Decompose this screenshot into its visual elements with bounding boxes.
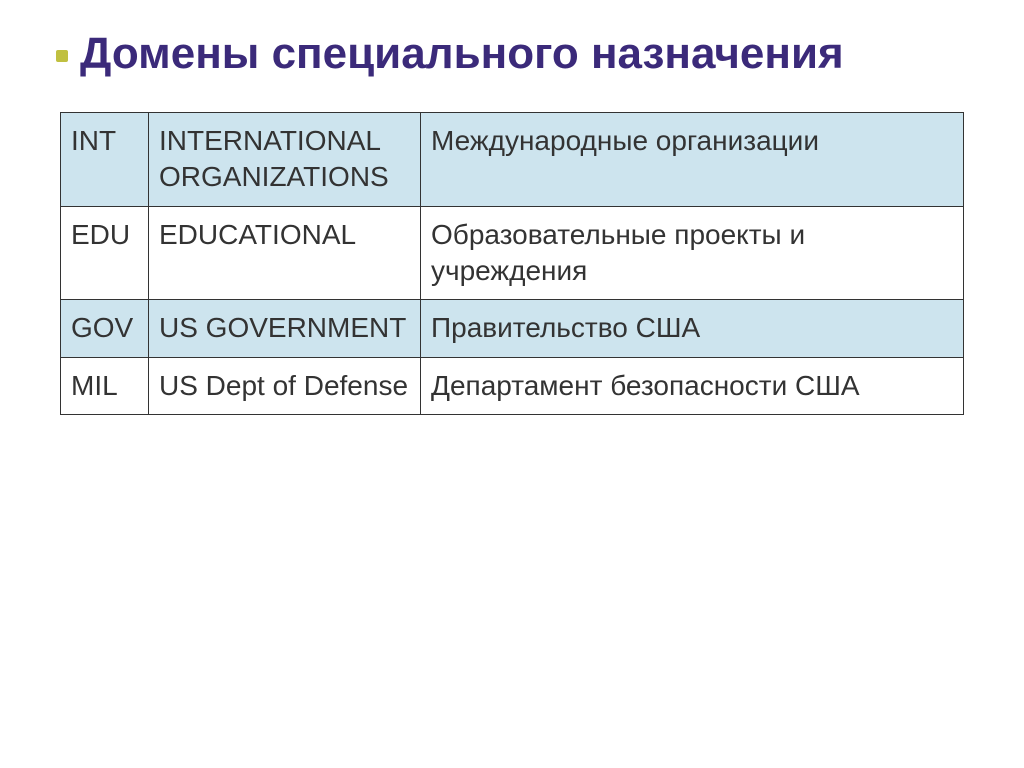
table-row: EDU EDUCATIONAL Образовательные проекты … bbox=[61, 206, 964, 300]
cell-russian: Международные организации bbox=[421, 112, 964, 206]
table-row: INT INTERNATIONAL ORGANIZATIONS Междунар… bbox=[61, 112, 964, 206]
cell-english: INTERNATIONAL ORGANIZATIONS bbox=[149, 112, 421, 206]
cell-english: US GOVERNMENT bbox=[149, 300, 421, 357]
table-row: MIL US Dept of Defense Департамент безоп… bbox=[61, 357, 964, 414]
cell-code: INT bbox=[61, 112, 149, 206]
cell-english: EDUCATIONAL bbox=[149, 206, 421, 300]
cell-code: GOV bbox=[61, 300, 149, 357]
cell-russian: Правительство США bbox=[421, 300, 964, 357]
cell-english: US Dept of Defense bbox=[149, 357, 421, 414]
title-bullet-icon bbox=[56, 50, 68, 62]
cell-code: EDU bbox=[61, 206, 149, 300]
slide-title: Домены специального назначения bbox=[80, 28, 964, 80]
domains-table: INT INTERNATIONAL ORGANIZATIONS Междунар… bbox=[60, 112, 964, 415]
table-row: GOV US GOVERNMENT Правительство США bbox=[61, 300, 964, 357]
cell-russian: Образовательные проекты и учреждения bbox=[421, 206, 964, 300]
cell-russian: Департамент безопасности США bbox=[421, 357, 964, 414]
cell-code: MIL bbox=[61, 357, 149, 414]
slide-title-block: Домены специального назначения bbox=[60, 28, 964, 80]
